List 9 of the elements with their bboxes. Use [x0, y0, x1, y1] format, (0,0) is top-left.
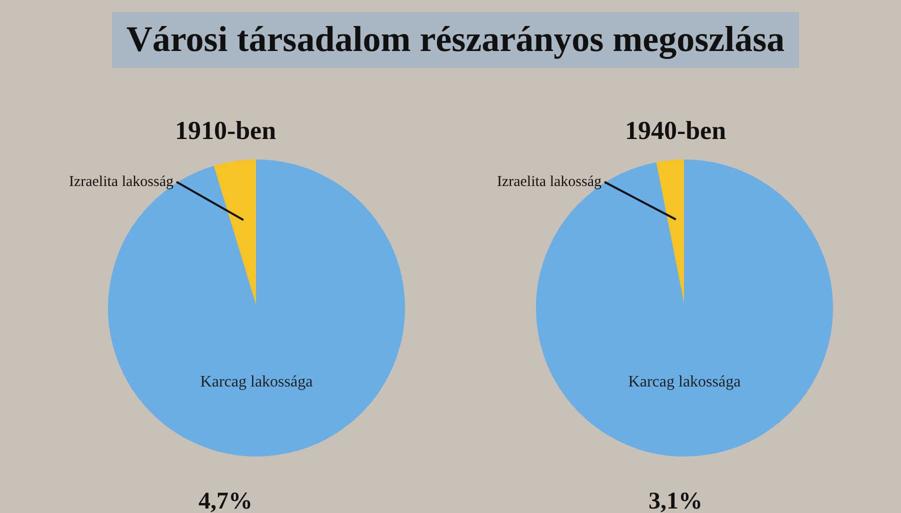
slice-label: Karcag lakossága	[200, 374, 313, 391]
slice-label: Karcag lakossága	[628, 374, 741, 391]
slice-label: Izraelita lakosság	[496, 174, 602, 190]
text: 3,1%	[648, 488, 702, 513]
chart-subtitle: 1910-ben	[174, 116, 277, 146]
chart-title: 1940-ben	[624, 116, 727, 146]
slice-label: Izraelita lakosság	[68, 174, 174, 190]
text: 4,7%	[198, 488, 252, 513]
chart-title: Városi társadalom részarányos megoszlása	[112, 12, 799, 68]
